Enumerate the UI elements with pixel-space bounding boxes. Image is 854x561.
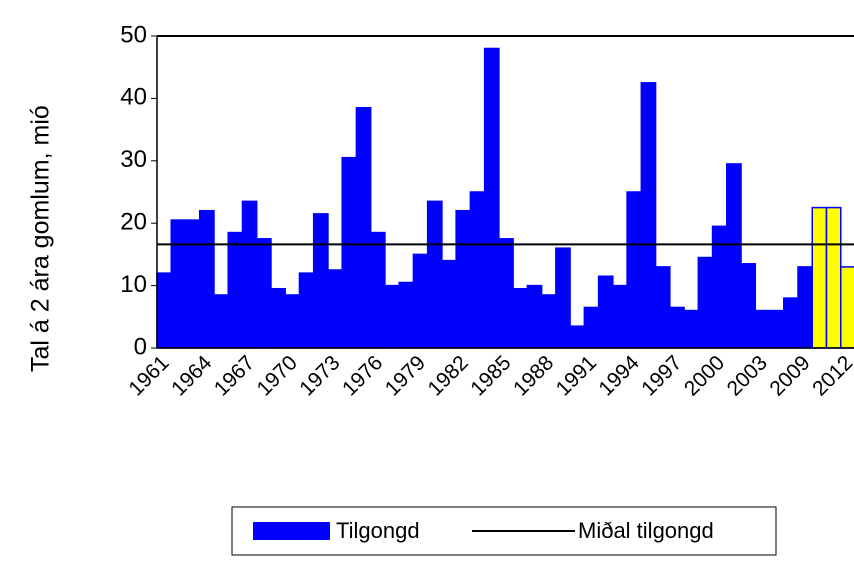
bar [697, 256, 714, 349]
x-tick-label: 1982 [424, 351, 473, 400]
bar [241, 200, 258, 349]
bar [312, 213, 329, 349]
x-tick-label: 2009 [765, 351, 814, 400]
x-tick-label: 1991 [552, 351, 601, 400]
x-tick-label: 2012 [808, 351, 854, 400]
bar [284, 294, 301, 349]
x-tick-label: 1997 [637, 351, 686, 400]
bar [184, 219, 201, 349]
bar [441, 259, 457, 349]
y-tick-label: 30 [120, 146, 147, 173]
bar [327, 269, 343, 349]
bar [156, 272, 172, 349]
y-tick-label: 10 [120, 271, 147, 298]
x-tick-label: 1985 [466, 351, 515, 400]
bar [384, 284, 400, 349]
legend-label: Miðal tilgongd [578, 518, 714, 543]
x-tick-label: 1973 [295, 351, 344, 400]
bar [198, 209, 215, 349]
bar [683, 309, 700, 349]
bar [726, 163, 742, 349]
bar [640, 82, 657, 349]
bar [811, 206, 828, 349]
x-tick-label: 1988 [509, 351, 558, 400]
bar [597, 275, 614, 349]
bar [483, 47, 500, 349]
bar [569, 325, 586, 349]
y-axis-label: Tal á 2 ára gomlum, mió [27, 105, 55, 372]
bar [555, 247, 571, 349]
y-tick-label: 20 [120, 209, 147, 236]
bar [512, 287, 529, 349]
bar [583, 306, 600, 349]
bar [170, 219, 187, 349]
bar [369, 231, 386, 349]
legend-label: Tilgongd [336, 518, 420, 543]
bar [398, 281, 415, 349]
bar [654, 266, 671, 349]
bar [740, 263, 757, 349]
x-tick-label: 1967 [210, 351, 259, 400]
bar [840, 266, 854, 349]
bar [612, 284, 628, 349]
bar [754, 309, 771, 349]
bar [355, 107, 372, 349]
bar [227, 231, 244, 349]
y-tick-label: 40 [120, 84, 147, 111]
bar [626, 191, 643, 349]
bar [298, 272, 315, 349]
x-tick-label: 1961 [124, 351, 173, 400]
bar [768, 309, 785, 349]
bar [412, 253, 429, 349]
x-tick-label: 1964 [167, 351, 217, 401]
bar [526, 284, 543, 349]
x-tick-label: 1994 [594, 351, 644, 401]
y-tick-label: 0 [134, 333, 147, 360]
bar [783, 297, 799, 349]
x-tick-label: 1979 [381, 351, 430, 400]
bar [797, 266, 814, 349]
bar [213, 294, 229, 349]
bar [669, 306, 685, 349]
x-tick-label: 2003 [723, 351, 772, 400]
bar [540, 294, 557, 349]
bar [825, 206, 842, 349]
x-tick-label: 1970 [253, 351, 302, 400]
legend-swatch [253, 522, 330, 540]
bar [498, 238, 514, 349]
bar [270, 287, 286, 349]
bar [255, 238, 272, 349]
x-tick-label: 1976 [338, 351, 387, 400]
bar [341, 156, 358, 349]
bar [426, 200, 443, 349]
x-tick-label: 2000 [680, 351, 729, 400]
bar [469, 191, 486, 349]
bar [455, 209, 472, 349]
y-tick-label: 50 [120, 21, 147, 48]
